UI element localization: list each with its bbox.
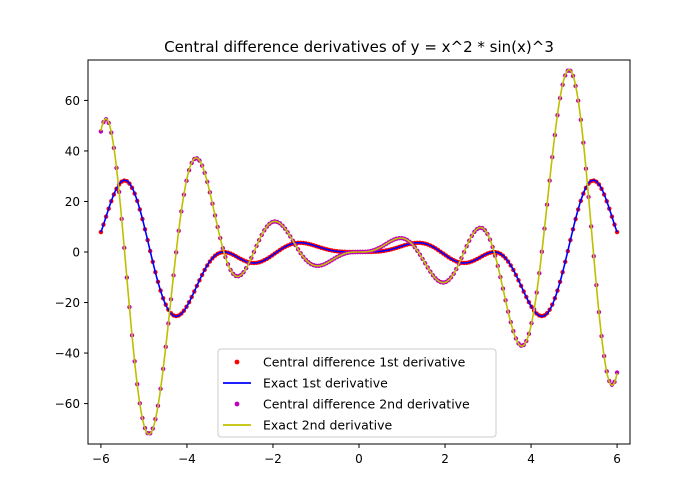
legend-label: Central difference 2nd derivative <box>263 397 470 412</box>
legend-marker <box>234 401 240 407</box>
legend: Central difference 1st derivative Exact 1… <box>217 348 497 438</box>
y-tick-label: 60 <box>65 94 80 108</box>
plot-frame <box>87 59 631 445</box>
legend-label: Exact 1st derivative <box>263 376 388 391</box>
series-line-4 <box>100 68 618 436</box>
y-tick-label: 0 <box>72 246 80 260</box>
legend-item: Central difference 1st derivative <box>234 355 466 370</box>
data-point <box>614 370 620 375</box>
legend-item: Exact 2nd derivative <box>223 418 393 433</box>
x-axis: −6 −4 −2 0 2 4 6 <box>92 444 621 466</box>
chart-title: Central difference derivatives of y = x^… <box>164 38 554 56</box>
x-tick-label: 2 <box>441 452 449 466</box>
legend-label: Exact 2nd derivative <box>263 418 393 433</box>
x-tick-label: 4 <box>527 452 535 466</box>
legend-item: Exact 1st derivative <box>223 376 388 391</box>
plot-area <box>98 68 620 436</box>
legend-item: Central difference 2nd derivative <box>234 397 470 412</box>
x-tick-label: −4 <box>178 452 196 466</box>
y-axis: −60 −40 −20 0 20 40 60 <box>55 94 88 411</box>
y-tick-label: 20 <box>65 195 80 209</box>
legend-marker <box>234 359 240 365</box>
x-tick-label: 0 <box>355 452 363 466</box>
y-tick-label: −40 <box>55 347 80 361</box>
data-point <box>98 129 104 134</box>
x-tick-label: −6 <box>92 452 110 466</box>
legend-label: Central difference 1st derivative <box>263 355 466 370</box>
y-tick-label: 40 <box>65 144 80 158</box>
y-tick-label: −20 <box>55 296 80 310</box>
legend-box <box>217 348 497 438</box>
x-tick-label: −2 <box>264 452 282 466</box>
y-tick-label: −60 <box>55 397 80 411</box>
x-tick-label: 6 <box>613 452 621 466</box>
